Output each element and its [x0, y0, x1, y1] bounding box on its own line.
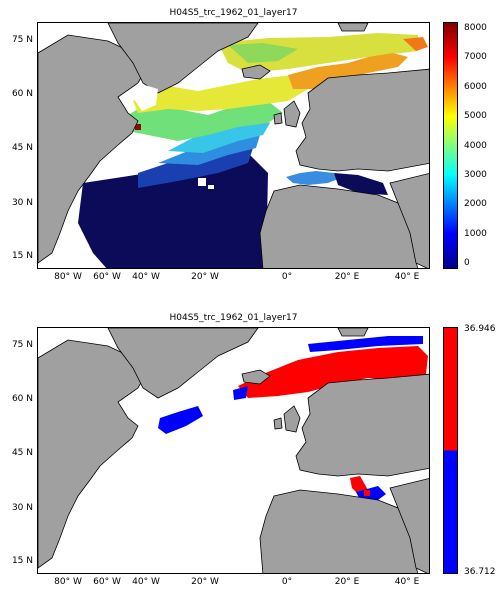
colorbar-tick-label: 0 — [464, 258, 470, 268]
longitude-label: 20° W — [191, 272, 219, 282]
longitude-label: 20° W — [191, 577, 219, 587]
tracer-field — [78, 33, 428, 268]
latitude-label: 15 N — [11, 556, 33, 566]
longitude-label: 0° — [281, 272, 293, 282]
colorbar-bottom — [443, 327, 458, 574]
colorbar-tick-label: 5000 — [464, 111, 487, 122]
longitude-label: 40° E — [394, 272, 420, 282]
longitude-label: 60° W — [93, 577, 121, 587]
colorbar-tick-label: 36.946 — [464, 324, 496, 334]
colorbar-tick-label: 8000 — [464, 23, 487, 33]
longitude-label: 0° — [281, 577, 293, 587]
colorbar-tick-label: 36.712 — [464, 567, 496, 577]
latitude-label: 30 N — [11, 503, 33, 513]
latitude-label: 75 N — [11, 340, 33, 350]
latitude-label: 60 N — [11, 394, 33, 404]
latitude-label: 75 N — [11, 35, 33, 45]
colorbar-tick-label: 3000 — [464, 169, 487, 180]
longitude-label: 20° E — [334, 272, 360, 282]
colorbar-top — [443, 22, 458, 269]
longitude-label: 40° W — [132, 577, 160, 587]
colorbar-tick-label: 6000 — [464, 81, 487, 92]
longitude-label: 40° W — [132, 272, 160, 282]
colorbar-tick-label: 7000 — [464, 52, 487, 63]
map-title-top: H04S5_trc_1962_01_layer17 — [169, 8, 298, 18]
latitude-label: 15 N — [11, 251, 33, 261]
longitude-label: 80° W — [54, 577, 82, 587]
longitude-label: 80° W — [54, 272, 82, 282]
colorbar-tick-label: 4000 — [464, 140, 487, 151]
colorbar-tick-label: 2000 — [464, 199, 487, 210]
land-masses-bottom — [38, 328, 429, 573]
latitude-label: 45 N — [11, 143, 33, 153]
latitude-label: 60 N — [11, 89, 33, 99]
longitude-label: 20° E — [334, 577, 360, 587]
colorbar-tick-label: 1000 — [464, 228, 487, 239]
map-top — [37, 22, 430, 269]
longitude-label: 60° W — [93, 272, 121, 282]
latitude-label: 45 N — [11, 448, 33, 458]
longitude-label: 40° E — [394, 577, 420, 587]
latitude-label: 30 N — [11, 198, 33, 208]
map-title-bottom: H04S5_trc_1962_01_layer17 — [169, 313, 298, 323]
map-bottom — [37, 327, 430, 574]
land-masses — [38, 23, 429, 268]
